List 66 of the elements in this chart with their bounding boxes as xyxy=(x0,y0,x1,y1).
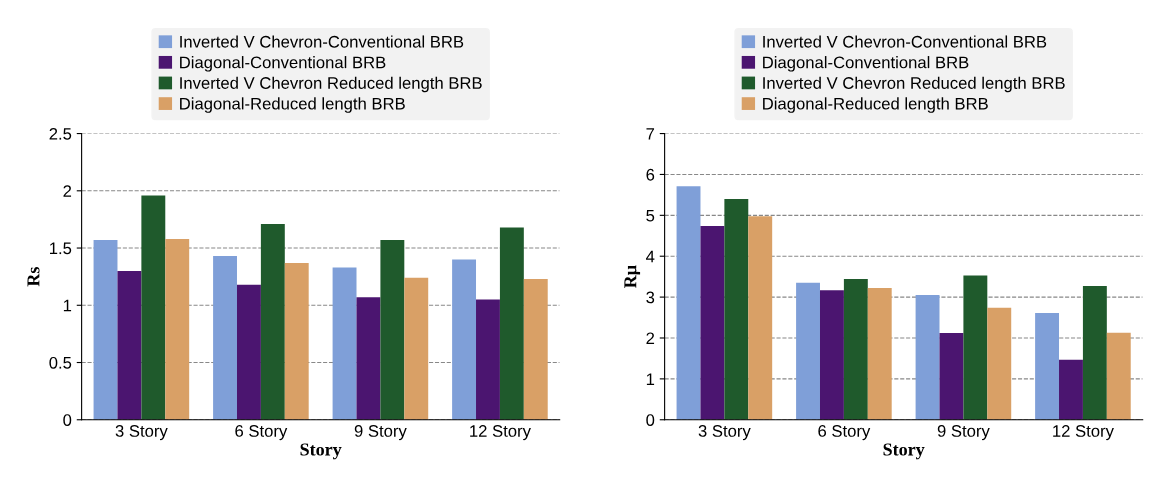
y-tick-label: 2.5 xyxy=(49,127,72,140)
legend-label: Inverted V Chevron-Conventional BRB xyxy=(180,35,464,48)
bar xyxy=(452,259,477,420)
bar xyxy=(117,270,142,420)
x-tick-label: 3 Story xyxy=(698,425,751,441)
x-axis-title: Story xyxy=(883,443,925,460)
legend-label: Diagonal-Reduced length BRB xyxy=(180,97,405,113)
legend-label: Diagonal-Reduced length BRB xyxy=(763,97,988,113)
y-tick-label: 4 xyxy=(646,250,655,263)
x-tick-label: 9 Story xyxy=(937,425,990,441)
y-tick-label: 5 xyxy=(646,209,655,222)
bar xyxy=(476,299,500,420)
bar xyxy=(236,284,261,420)
bar xyxy=(404,277,429,420)
legend-label: Inverted V Chevron-Conventional BRB xyxy=(763,35,1047,48)
bar xyxy=(915,295,940,420)
bar xyxy=(676,186,701,420)
bar xyxy=(260,224,285,420)
bar xyxy=(213,256,237,420)
y-tick-label: 2 xyxy=(63,185,72,197)
legend-label: Diagonal-Conventional BRB xyxy=(180,56,386,72)
legend-label: Diagonal-Conventional BRB xyxy=(763,56,969,72)
bar xyxy=(141,195,166,420)
y-tick-label: 7 xyxy=(646,128,655,140)
x-tick-label: 9 Story xyxy=(354,425,407,441)
y-tick-label: 1.5 xyxy=(50,242,72,255)
bar xyxy=(843,279,868,420)
bar xyxy=(1035,313,1060,420)
x-tick-label: 12 Story xyxy=(470,425,531,441)
bar xyxy=(867,288,892,420)
bar xyxy=(700,225,725,420)
bar xyxy=(93,240,118,420)
y-tick-label: 2 xyxy=(646,332,655,345)
x-axis-title: Story xyxy=(300,443,342,460)
y-tick-label: 0.5 xyxy=(49,356,72,369)
legend-label: Inverted V Chevron Reduced length BRB xyxy=(763,76,1065,93)
x-tick-label: 6 Story xyxy=(235,425,288,441)
bar xyxy=(963,275,988,420)
x-tick-label: 6 Story xyxy=(818,425,871,441)
bar xyxy=(1082,286,1107,420)
bar xyxy=(356,297,381,420)
bar xyxy=(380,240,405,420)
x-tick-label: 3 Story xyxy=(115,425,168,441)
y-axis-title: Rμ xyxy=(624,265,641,288)
bar xyxy=(1059,359,1083,420)
bar xyxy=(939,333,964,420)
bar xyxy=(332,267,357,420)
y-tick-label: 0 xyxy=(63,414,72,426)
bar xyxy=(1106,332,1131,420)
y-tick-label: 1 xyxy=(646,373,655,385)
bar xyxy=(748,216,773,420)
bar xyxy=(523,278,548,420)
bar xyxy=(796,282,820,420)
x-tick-label: 12 Story xyxy=(1053,425,1114,441)
bar xyxy=(819,290,844,420)
bar xyxy=(499,227,524,420)
bar xyxy=(165,238,190,420)
y-axis-title: Rs xyxy=(27,267,40,287)
bar xyxy=(724,198,749,420)
legend-label: Inverted V Chevron Reduced length BRB xyxy=(180,76,482,93)
y-tick-label: 6 xyxy=(646,168,655,181)
bar xyxy=(284,262,309,420)
y-tick-label: 3 xyxy=(646,291,655,304)
y-tick-label: 0 xyxy=(646,414,655,426)
bar xyxy=(987,307,1012,420)
y-tick-label: 1 xyxy=(63,299,72,312)
